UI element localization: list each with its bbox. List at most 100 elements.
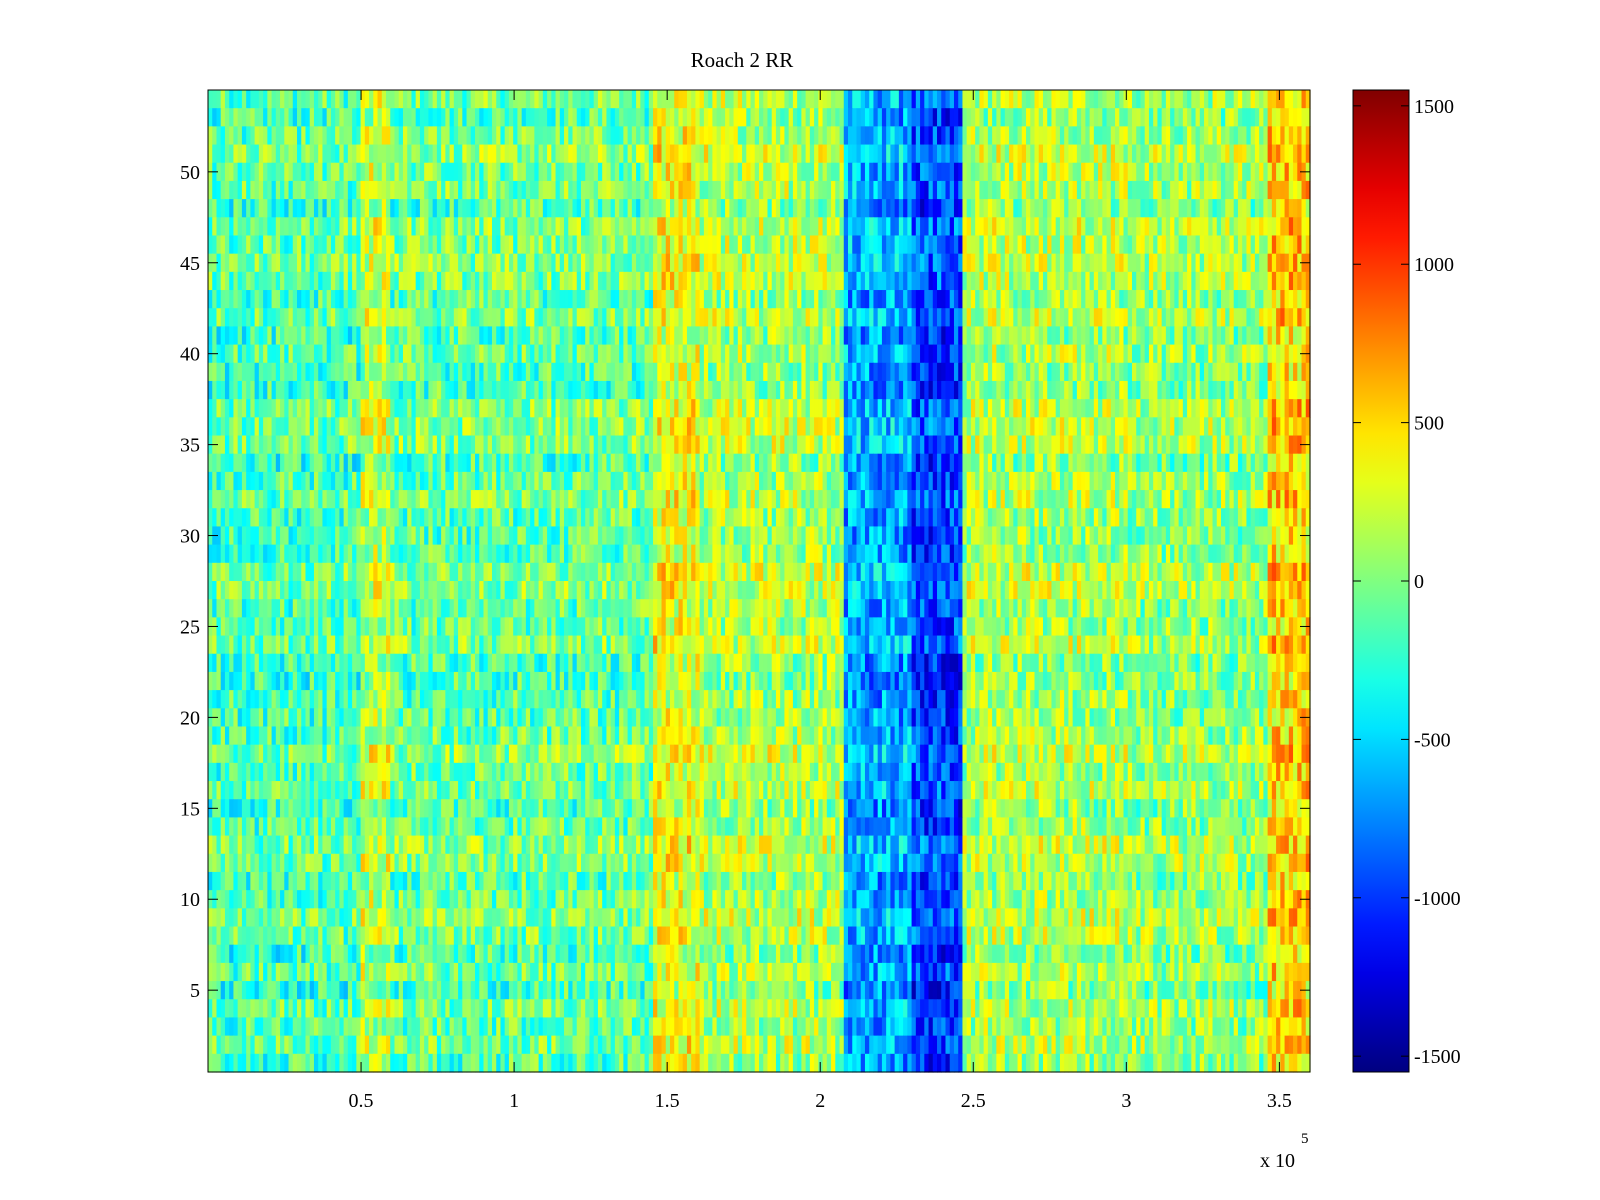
heatmap-cell — [220, 344, 226, 364]
heatmap-cell — [716, 199, 722, 218]
heatmap-cell — [958, 144, 964, 164]
heatmap-cell — [1047, 380, 1053, 400]
heatmap-cell — [1106, 180, 1112, 200]
heatmap-cell — [441, 308, 446, 328]
heatmap-cell — [797, 253, 802, 273]
heatmap-cell — [398, 217, 404, 237]
heatmap-cell — [1225, 271, 1231, 291]
heatmap-cell — [869, 399, 875, 418]
heatmap-cell — [411, 308, 417, 328]
heatmap-cell — [881, 217, 887, 237]
heatmap-cell — [386, 344, 391, 364]
heatmap-cell — [1225, 126, 1231, 146]
heatmap-cell — [848, 271, 853, 291]
heatmap-cell — [835, 417, 841, 437]
heatmap-cell — [691, 90, 697, 109]
heatmap-cell — [500, 90, 506, 109]
heatmap-cell — [309, 399, 315, 418]
heatmap-cell — [1187, 217, 1192, 237]
heatmap-cell — [1157, 90, 1163, 109]
chart-title: Roach 2 RR — [691, 48, 794, 72]
heatmap-cell — [602, 253, 608, 273]
heatmap-cell — [1026, 362, 1031, 382]
heatmap-cell — [886, 162, 891, 182]
heatmap-cell — [381, 235, 387, 255]
heatmap-cell — [864, 144, 870, 164]
heatmap-cell — [953, 217, 959, 237]
heatmap-cell — [843, 344, 849, 364]
heatmap-cell — [801, 90, 807, 109]
heatmap-cell — [712, 90, 718, 109]
heatmap-cell — [508, 162, 514, 182]
heatmap-cell — [394, 126, 400, 146]
heatmap-cell — [712, 108, 718, 127]
heatmap-cell — [364, 108, 370, 127]
heatmap-cell — [1254, 290, 1260, 309]
heatmap-cell — [525, 235, 531, 255]
heatmap-cell — [373, 235, 379, 255]
heatmap-cell — [568, 180, 574, 200]
heatmap-cell — [869, 308, 875, 328]
heatmap-cell — [313, 344, 319, 364]
heatmap-cell — [1170, 144, 1175, 164]
heatmap-cell — [313, 180, 319, 200]
heatmap-cell — [267, 344, 273, 364]
heatmap-cell — [364, 162, 370, 182]
heatmap-cell — [695, 90, 701, 109]
heatmap-cell — [898, 217, 904, 237]
heatmap-cell — [614, 417, 620, 437]
heatmap-cell — [530, 108, 535, 127]
heatmap-cell — [593, 271, 599, 291]
heatmap-cell — [1153, 362, 1159, 382]
heatmap-cell — [343, 326, 349, 346]
heatmap-cell — [775, 90, 781, 109]
heatmap-cell — [1263, 417, 1269, 437]
heatmap-cell — [487, 380, 493, 400]
heatmap-cell — [322, 126, 328, 146]
heatmap-cell — [390, 362, 396, 382]
heatmap-cell — [818, 271, 824, 291]
heatmap-cell — [962, 126, 968, 146]
heatmap-cell — [246, 180, 251, 200]
heatmap-cell — [805, 271, 811, 291]
heatmap-cell — [784, 344, 790, 364]
heatmap-cell — [992, 399, 997, 418]
heatmap-cell — [347, 344, 353, 364]
heatmap-cell — [894, 162, 900, 182]
heatmap-cell — [890, 162, 896, 182]
heatmap-cell — [801, 271, 807, 291]
heatmap-cell — [1297, 199, 1303, 218]
heatmap-cell — [903, 253, 908, 273]
heatmap-cell — [1136, 399, 1142, 418]
heatmap-cell — [941, 108, 947, 127]
heatmap-cell — [703, 199, 709, 218]
heatmap-cell — [326, 362, 332, 382]
heatmap-cell — [1064, 326, 1070, 346]
heatmap-cell — [831, 344, 836, 364]
heatmap-cell — [453, 199, 459, 218]
heatmap-cell — [898, 180, 904, 200]
heatmap-cell — [1220, 290, 1226, 309]
heatmap-cell — [1034, 144, 1040, 164]
heatmap-cell — [597, 344, 603, 364]
heatmap-cell — [572, 180, 578, 200]
heatmap-cell — [1089, 417, 1095, 437]
heatmap-cell — [246, 90, 251, 109]
heatmap-cell — [241, 108, 247, 127]
heatmap-cell — [589, 344, 595, 364]
heatmap-cell — [390, 162, 396, 182]
heatmap-cell — [479, 108, 485, 127]
heatmap-cell — [496, 199, 502, 218]
heatmap-cell — [542, 417, 548, 437]
heatmap-cell — [419, 199, 425, 218]
heatmap-cell — [525, 162, 531, 182]
heatmap-cell — [864, 180, 870, 200]
heatmap-cell — [1233, 380, 1239, 400]
heatmap-cell — [597, 417, 603, 437]
heatmap-cell — [402, 362, 408, 382]
heatmap-cell — [674, 162, 680, 182]
heatmap-cell — [576, 308, 582, 328]
heatmap-cell — [356, 126, 362, 146]
heatmap-cell — [1195, 290, 1201, 309]
heatmap-cell — [1191, 180, 1197, 200]
